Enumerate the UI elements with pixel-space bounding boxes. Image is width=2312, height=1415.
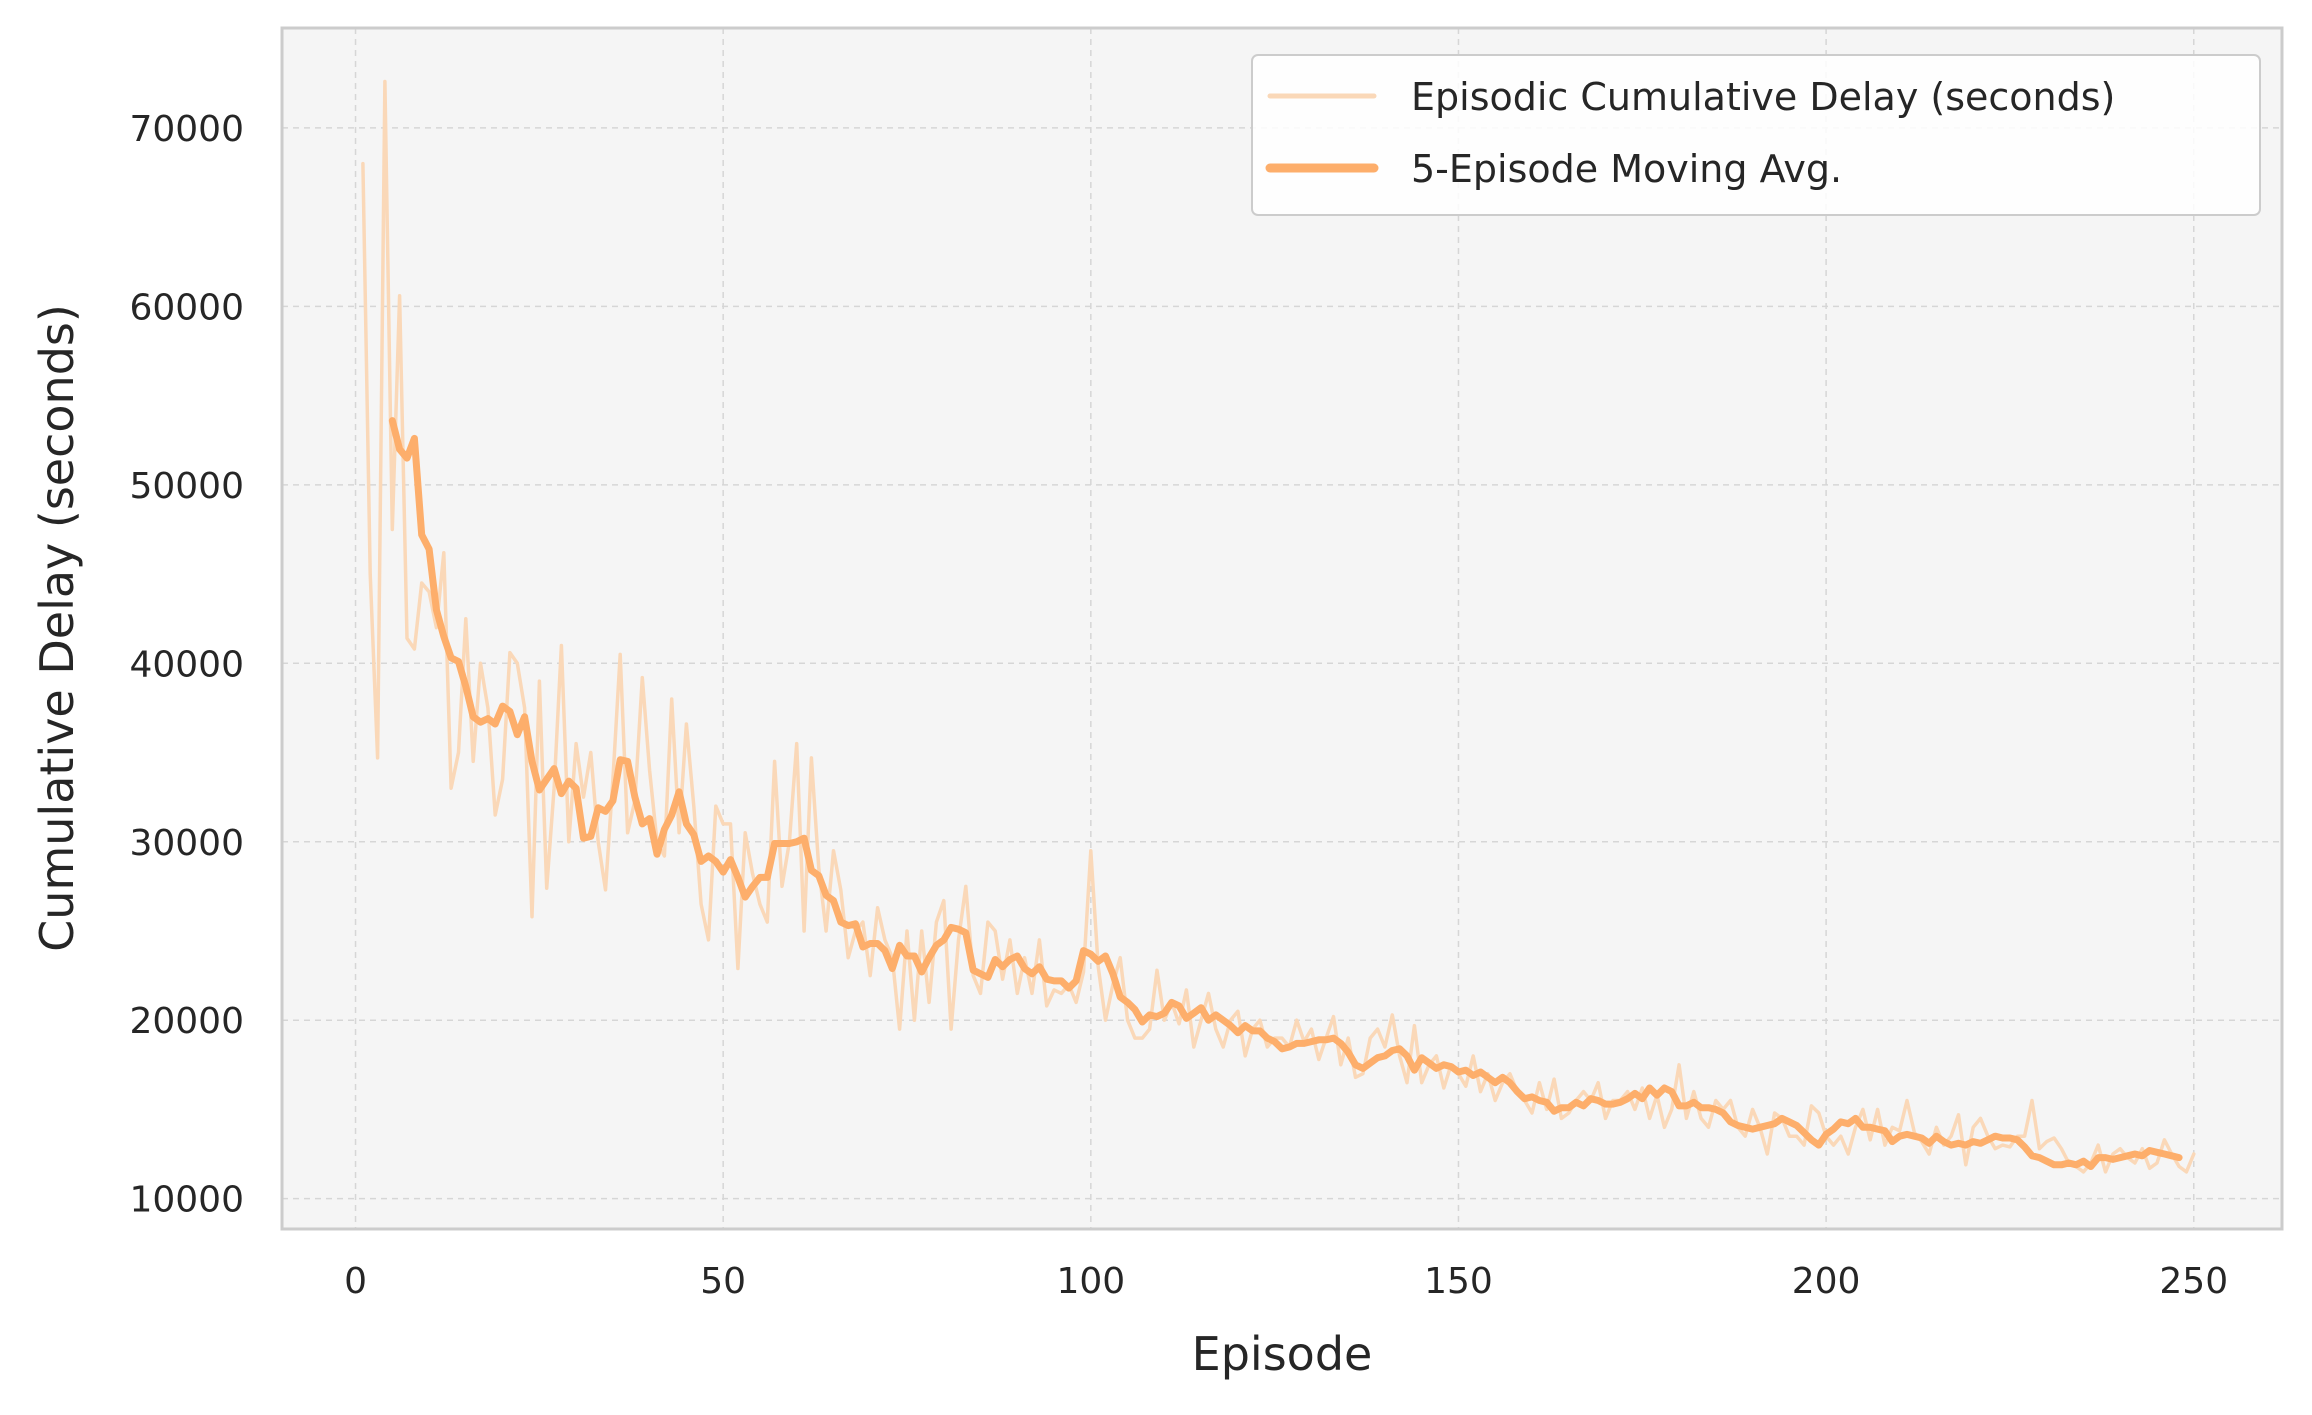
legend: Episodic Cumulative Delay (seconds) 5-Ep… [1251,54,2261,216]
y-axis-label: Cumulative Delay (seconds) [30,304,84,952]
y-tick-label: 50000 [129,466,244,507]
plot-background [282,28,2282,1229]
legend-box [1251,54,2261,216]
y-tick-label: 30000 [129,823,244,864]
x-tick-label: 50 [700,1261,746,1302]
legend-label-raw: Episodic Cumulative Delay (seconds) [1411,75,2115,119]
y-tick-labels: 10000 20000 30000 40000 50000 60000 70000 [129,109,244,1221]
x-tick-label: 150 [1424,1261,1493,1302]
y-tick-label: 60000 [129,287,244,328]
x-tick-label: 0 [344,1261,367,1302]
x-tick-label: 250 [2159,1261,2228,1302]
x-tick-label: 100 [1056,1261,1125,1302]
x-axis-label: Episode [1192,1327,1373,1381]
y-tick-label: 70000 [129,109,244,150]
legend-label-avg: 5-Episode Moving Avg. [1411,147,1842,191]
y-tick-label: 40000 [129,644,244,685]
plot-frame [280,26,2284,1231]
grid-layer [282,28,2282,1229]
x-tick-label: 200 [1792,1261,1861,1302]
series-moving-avg-line [388,417,2183,1170]
y-tick-label: 20000 [129,1001,244,1042]
series-layer [361,79,2196,1174]
y-tick-label: 10000 [129,1180,244,1221]
x-tick-labels: 0 50 100 150 200 250 [344,1261,2228,1302]
